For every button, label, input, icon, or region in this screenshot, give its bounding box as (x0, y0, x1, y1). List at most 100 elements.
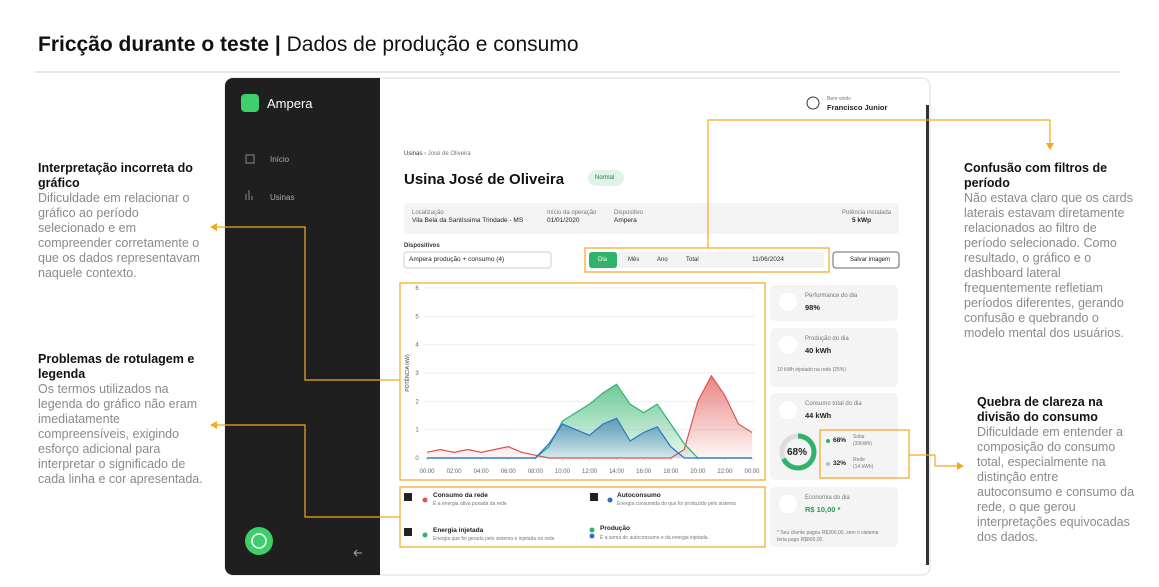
tab[interactable]: Total (686, 257, 699, 263)
legend-dot (589, 533, 595, 539)
split-share: 32% (833, 460, 847, 467)
arrowheads (210, 143, 1054, 470)
card (770, 487, 898, 547)
collapse-icon[interactable] (353, 549, 362, 557)
info-box (404, 203, 899, 234)
connector (707, 119, 1051, 248)
x-tick-label: 16:00 (636, 469, 652, 475)
save-button[interactable] (832, 251, 900, 269)
active-tab[interactable] (589, 252, 617, 268)
info-value: Ampera (614, 217, 637, 224)
info-label: Dispositivo (614, 210, 644, 216)
breadcrumb-item[interactable]: Usinas (404, 151, 423, 157)
help-button[interactable] (245, 527, 273, 555)
tab-bar (589, 252, 824, 268)
checkbox[interactable] (404, 493, 412, 501)
x-tick-label: 04:00 (474, 469, 490, 475)
annotation-lines (214, 119, 1051, 548)
card-value: R$ 10,00 * (805, 505, 841, 514)
area (427, 384, 752, 458)
status-badge (588, 170, 624, 186)
x-tick-label: 14:00 (609, 469, 625, 475)
annotation-text: Dificuldade em relacionar o gráfico ao p… (38, 191, 200, 280)
tab[interactable]: Mês (628, 257, 640, 263)
separator: | (274, 33, 281, 56)
annotation-title: Problemas de rotulagem e legenda (38, 352, 195, 381)
legend-desc: Energia que foi gerada pelo sistema e in… (433, 536, 555, 542)
card-value: 44 kWh (805, 411, 832, 420)
legend-name: Autoconsumo (617, 492, 661, 499)
card-note: * Seu cliente pagou R$300,00, sem o sist… (777, 530, 879, 543)
highlight-box (584, 247, 830, 273)
x-tick-label: 00:00 (419, 469, 435, 475)
card-title: Performance do dia (805, 293, 858, 299)
card (770, 393, 898, 480)
info-value: Vila Bela da Santíssima Trindade - MS (412, 217, 524, 224)
info-label: Início da operação (547, 210, 597, 216)
connector (214, 424, 400, 518)
header: Fricção durante o teste | Dados de produ… (38, 33, 579, 57)
x-tick-label: 00:00 (744, 469, 760, 475)
line (427, 417, 752, 459)
card-title: Consumo total do dia (805, 401, 862, 407)
x-tick-label: 02:00 (447, 469, 463, 475)
checkbox[interactable] (404, 528, 412, 536)
y-tick-label: 2 (415, 399, 419, 405)
area (427, 375, 752, 458)
home-icon (245, 154, 255, 164)
user-icon (806, 96, 820, 110)
split-share: 68% (833, 437, 847, 444)
info-value: 5 kWp (852, 217, 872, 224)
select-value[interactable]: Ampera produção + consumo (4) (409, 256, 505, 263)
legend-dot (422, 497, 428, 503)
field-label: Dispositivos (404, 243, 440, 249)
legend-desc: É a soma do autoconsumo e da energia inj… (600, 535, 709, 541)
annotation: Quebra de clareza na divisão do consumo D… (977, 395, 1135, 545)
annotation: Interpretação incorreta do gráfico Dificu… (38, 161, 206, 281)
x-tick-label: 18:00 (663, 469, 679, 475)
legend-dot (607, 497, 613, 503)
highlight-box (399, 282, 766, 481)
split-name: Rede (853, 457, 865, 463)
legend-name: Energia injetada (433, 527, 484, 534)
legend-dot (422, 532, 428, 538)
x-tick-label: 12:00 (582, 469, 598, 475)
y-tick-label: 4 (415, 343, 419, 349)
nav-item[interactable]: Usinas (270, 193, 295, 202)
y-tick-label: 5 (415, 314, 419, 320)
card-title: Produção do dia (805, 336, 849, 342)
card-note: 10 kWh injetado na rede (25%) (777, 367, 846, 373)
split-amount: (30kWh) (853, 441, 872, 447)
chart-icon (245, 190, 253, 200)
help-icon (251, 533, 267, 549)
device-select[interactable] (403, 251, 552, 269)
info-value: 01/01/2020 (547, 217, 580, 224)
annotation: Confusão com filtros de período Não estav… (964, 161, 1136, 341)
split-amount: (14 kWh) (853, 464, 874, 470)
donut-arc (781, 433, 817, 471)
brand-icon (241, 94, 259, 112)
tab[interactable]: Ano (657, 257, 668, 263)
tab[interactable]: Dia (598, 257, 608, 263)
highlight-box (819, 429, 910, 479)
subtitle: Dados de produção e consumo (286, 33, 579, 56)
nav-item[interactable]: Início (270, 155, 290, 164)
breadcrumb: Usinas › José de Oliveira (404, 151, 471, 157)
x-tick-label: 06:00 (501, 469, 517, 475)
annotation-text: Os termos utilizados na legenda do gráfi… (38, 382, 203, 486)
y-axis-label: POTÊNCIA (kW) (403, 354, 411, 392)
y-tick-label: 0 (415, 456, 419, 462)
card-title: Economia do dia (805, 495, 850, 501)
legend-dot (826, 462, 830, 466)
info-label: Potência instalada (842, 210, 892, 216)
legend-desc: É a energia ativa puxada da rede (433, 501, 507, 507)
x-tick-label: 22:00 (717, 469, 733, 475)
y-tick-label: 6 (415, 286, 419, 292)
split-name: Solar (853, 434, 865, 440)
date-input[interactable]: 11/06/2024 (752, 256, 785, 263)
save-label[interactable]: Salvar imagem (850, 257, 891, 263)
checkbox[interactable] (590, 493, 598, 501)
card-value: 98% (805, 303, 821, 312)
annotation-title: Confusão com filtros de período (964, 161, 1108, 190)
